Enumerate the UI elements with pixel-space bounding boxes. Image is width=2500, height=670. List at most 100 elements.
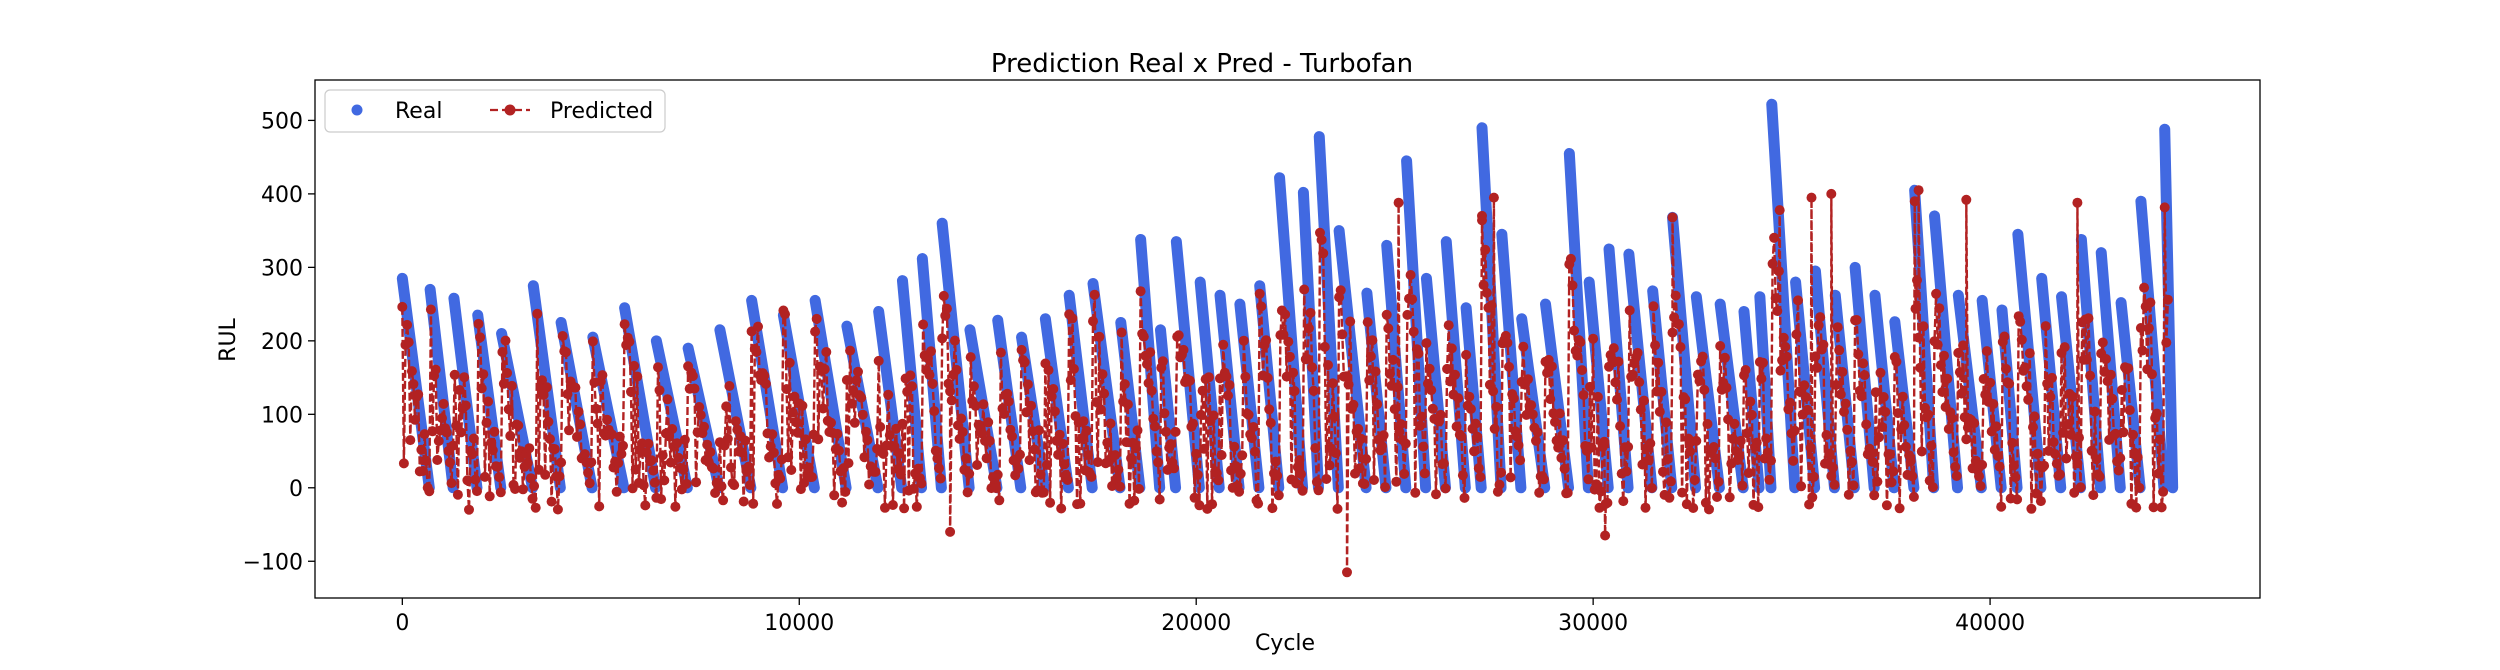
predicted-point <box>1216 450 1227 461</box>
predicted-point <box>726 462 736 473</box>
predicted-point <box>2147 369 2157 380</box>
predicted-point <box>841 375 852 385</box>
predicted-point <box>1758 357 1768 368</box>
predicted-point <box>2051 458 2062 469</box>
predicted-point <box>1961 194 1972 205</box>
predicted-point <box>1951 471 1962 481</box>
x-tick-label: 10000 <box>764 611 834 636</box>
predicted-point <box>832 428 843 439</box>
predicted-point <box>1556 452 1567 463</box>
predicted-point <box>419 429 430 440</box>
predicted-point <box>1504 361 1514 372</box>
predicted-point <box>1931 288 1942 299</box>
predicted-point <box>1848 480 1859 491</box>
predicted-point <box>2040 321 2051 332</box>
predicted-point <box>751 347 762 357</box>
predicted-point <box>1470 418 1481 429</box>
real-cycle-segment <box>1766 98 1801 494</box>
predicted-point <box>1313 485 1324 496</box>
predicted-point <box>2004 378 2015 389</box>
predicted-point <box>562 389 573 400</box>
predicted-point <box>592 418 603 429</box>
predicted-point <box>403 337 414 348</box>
legend-label-predicted: Predicted <box>550 99 653 124</box>
predicted-point <box>1515 455 1526 466</box>
predicted-point <box>1393 197 1404 208</box>
predicted-point <box>1761 433 1772 444</box>
y-tick-label: −100 <box>243 550 303 575</box>
predicted-point <box>657 450 668 461</box>
predicted-point <box>1751 437 1762 448</box>
predicted-point <box>497 347 508 357</box>
predicted-point <box>1523 374 1533 385</box>
predicted-point <box>1685 446 1695 457</box>
predicted-point <box>786 465 797 475</box>
predicted-point <box>2091 454 2102 465</box>
predicted-point <box>768 447 779 458</box>
predicted-point <box>1664 492 1675 503</box>
real-cycle-segment <box>1952 289 1987 494</box>
predicted-point <box>1505 472 1516 483</box>
predicted-point <box>1475 472 1486 482</box>
predicted-point <box>687 371 698 381</box>
real-cycle-segment <box>809 294 852 494</box>
predicted-point <box>1742 428 1753 439</box>
predicted-point <box>643 438 654 449</box>
predicted-point <box>1780 341 1791 352</box>
y-tick-label: 200 <box>261 330 303 355</box>
predicted-point <box>1270 456 1281 467</box>
predicted-point <box>972 460 983 470</box>
predicted-point <box>468 433 479 444</box>
predicted-point <box>1791 329 1802 340</box>
predicted-point <box>1446 343 1457 354</box>
predicted-point <box>1789 425 1800 436</box>
predicted-point <box>1045 497 1056 508</box>
predicted-point <box>1284 351 1295 362</box>
predicted-point <box>1912 275 1922 286</box>
predicted-point <box>899 503 910 514</box>
predicted-point <box>662 394 673 405</box>
predicted-point <box>1250 446 1260 457</box>
predicted-point <box>1961 434 1972 445</box>
predicted-point <box>1427 403 1438 414</box>
predicted-point <box>1975 481 1986 491</box>
predicted-point <box>738 496 749 507</box>
predicted-point <box>730 416 741 427</box>
predicted-point <box>678 464 689 475</box>
predicted-point <box>532 308 543 319</box>
predicted-point <box>1034 425 1044 436</box>
predicted-point <box>978 399 989 410</box>
predicted-point <box>1343 379 1354 390</box>
predicted-point <box>708 463 719 474</box>
predicted-point <box>1421 338 1432 349</box>
predicted-point <box>1029 444 1040 455</box>
plot-layer <box>396 98 2179 578</box>
predicted-point <box>964 468 975 479</box>
predicted-point <box>1834 345 1845 356</box>
predicted-point <box>1734 450 1745 461</box>
predicted-point <box>408 379 419 390</box>
predicted-point <box>1900 441 1911 452</box>
predicted-point <box>1534 487 1545 498</box>
predicted-point <box>487 445 498 456</box>
predicted-point <box>957 427 968 437</box>
predicted-point <box>1024 455 1035 466</box>
predicted-point <box>1729 418 1740 429</box>
predicted-point <box>1246 433 1257 444</box>
predicted-point <box>1531 435 1541 446</box>
predicted-point <box>2045 391 2056 402</box>
predicted-point <box>945 386 956 397</box>
predicted-point <box>880 502 890 513</box>
predicted-point <box>962 487 973 498</box>
predicted-point <box>1662 454 1673 465</box>
predicted-point <box>495 487 506 498</box>
predicted-point <box>2050 449 2061 459</box>
predicted-point <box>1826 188 1837 199</box>
predicted-point <box>1583 474 1594 485</box>
predicted-point <box>475 332 486 343</box>
predicted-point <box>1766 455 1776 466</box>
predicted-point <box>1675 342 1686 352</box>
predicted-point <box>1364 375 1375 386</box>
predicted-point <box>1335 285 1346 296</box>
predicted-point <box>489 426 500 437</box>
